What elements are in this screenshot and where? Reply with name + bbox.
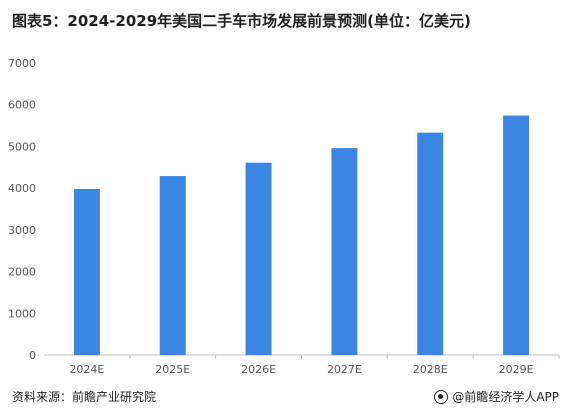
x-tick-label: 2025E <box>155 363 190 376</box>
bar-2026E <box>245 162 272 355</box>
y-tick-label: 0 <box>29 349 36 362</box>
brand-logo-icon <box>434 389 449 404</box>
x-tick-label: 2029E <box>499 363 534 376</box>
y-tick-label: 5000 <box>8 140 36 153</box>
y-tick-label: 1000 <box>8 307 36 320</box>
y-tick-label: 2000 <box>8 266 36 279</box>
brand-label: @前瞻经济学人APP <box>452 390 559 404</box>
brand-note: @前瞻经济学人APP <box>434 388 559 405</box>
y-tick-label: 4000 <box>8 182 36 195</box>
bar-2029E <box>503 115 530 355</box>
bar-2025E <box>159 176 186 355</box>
x-tick-label: 2024E <box>69 363 104 376</box>
x-tick-label: 2027E <box>327 363 362 376</box>
x-tick-label: 2028E <box>413 363 448 376</box>
bar-2027E <box>331 148 358 355</box>
x-tick-label: 2026E <box>241 363 276 376</box>
y-tick-label: 3000 <box>8 224 36 237</box>
bar-2024E <box>73 188 100 355</box>
chart-title: 图表5：2024-2029年美国二手车市场发展前景预测(单位：亿美元) <box>12 12 471 30</box>
source-note: 资料来源：前瞻产业研究院 <box>12 390 157 404</box>
bar-2028E <box>417 132 444 355</box>
y-tick-label: 7000 <box>8 57 36 70</box>
y-tick-label: 6000 <box>8 99 36 112</box>
